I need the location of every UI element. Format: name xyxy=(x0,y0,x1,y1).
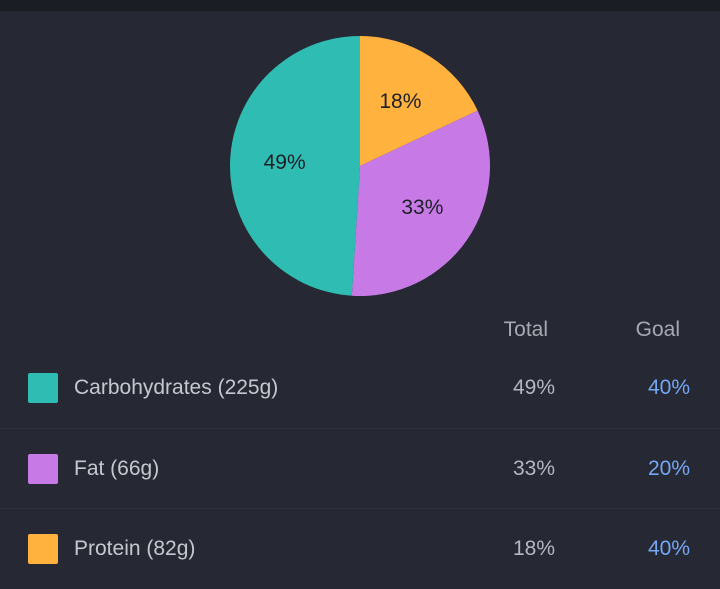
pie-chart-svg: 18% 33% 49% xyxy=(230,36,490,297)
pie-label-protein: 18% xyxy=(379,90,421,113)
goal-column-header: Goal xyxy=(635,318,680,341)
protein-color-swatch xyxy=(28,534,58,564)
fat-label: Fat (66g) xyxy=(74,457,160,480)
macro-pie-chart: 18% 33% 49% xyxy=(0,11,720,311)
carbohydrates-label: Carbohydrates (225g) xyxy=(74,376,279,399)
table-header: Total Goal xyxy=(0,318,720,348)
carbohydrates-total: 49% xyxy=(512,376,555,399)
pie-slice-carbohydrates xyxy=(230,36,360,296)
carbohydrates-goal: 40% xyxy=(647,376,690,399)
protein-goal: 40% xyxy=(647,537,690,560)
pie-slice-protein xyxy=(360,36,478,166)
fat-total: 33% xyxy=(512,457,555,480)
macro-row-carbohydrates[interactable]: Carbohydrates (225g) 49% 40% xyxy=(0,348,720,428)
protein-total: 18% xyxy=(512,537,555,560)
top-bar xyxy=(0,0,720,11)
pie-label-carbohydrates: 49% xyxy=(264,151,306,174)
pie-slice-fat xyxy=(351,110,490,297)
fat-goal: 20% xyxy=(647,457,690,480)
row-divider xyxy=(0,508,720,509)
total-column-header: Total xyxy=(503,318,548,341)
row-divider xyxy=(0,428,720,429)
carbohydrates-color-swatch xyxy=(28,373,58,403)
macro-row-fat[interactable]: Fat (66g) 33% 20% xyxy=(0,429,720,509)
pie-label-fat: 33% xyxy=(401,196,443,219)
macro-row-protein[interactable]: Protein (82g) 18% 40% xyxy=(0,509,720,589)
protein-label: Protein (82g) xyxy=(74,537,196,560)
fat-color-swatch xyxy=(28,454,58,484)
